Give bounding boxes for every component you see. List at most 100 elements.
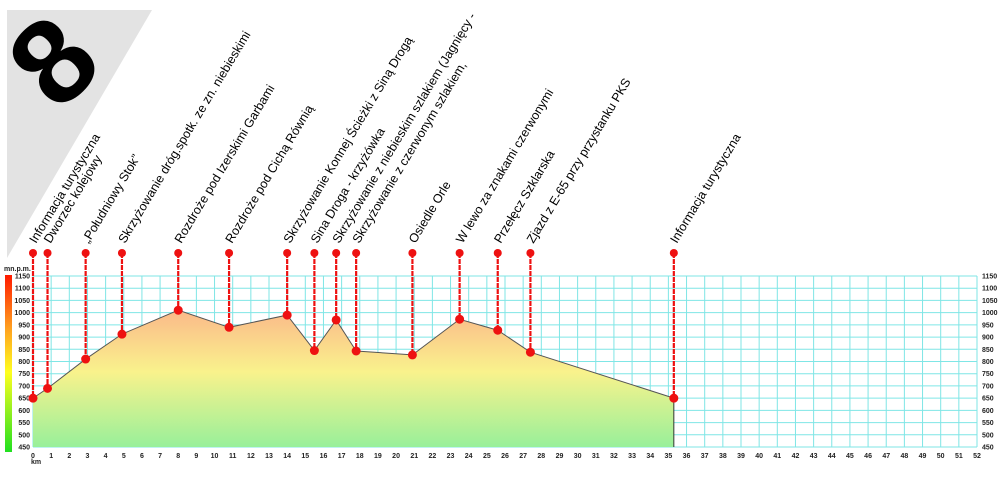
- waypoint-marker: [455, 314, 465, 324]
- x-tick-label: 18: [356, 453, 364, 460]
- y-tick-label-left: 1150: [15, 274, 30, 281]
- y-tick-label-left: 1100: [15, 286, 30, 293]
- route-number-background: [7, 10, 152, 258]
- y-tick-label-left: 1050: [14, 298, 30, 305]
- x-tick-label: 29: [556, 453, 564, 460]
- x-tick-label: 33: [628, 453, 636, 460]
- y-tick-label-left: 900: [18, 335, 30, 342]
- x-tick-label: 46: [864, 453, 872, 460]
- waypoint-marker: [28, 393, 38, 403]
- x-tick-label: 16: [320, 453, 328, 460]
- x-tick-label: 31: [592, 453, 600, 460]
- y-tick-label-right: 1100: [982, 286, 997, 293]
- x-tick-label: 42: [792, 453, 800, 460]
- y-tick-label-left: 950: [18, 322, 30, 329]
- waypoint-marker: [493, 325, 503, 335]
- x-tick-label: 41: [773, 453, 781, 460]
- waypoint-marker: [351, 346, 361, 356]
- x-tick-label: 6: [140, 453, 144, 460]
- x-tick-label: 9: [194, 453, 198, 460]
- elevation-area: [33, 310, 674, 447]
- waypoint-marker: [282, 310, 292, 320]
- x-tick-label: 5: [122, 453, 126, 460]
- waypoint-top-marker: [408, 249, 417, 257]
- x-tick-label: 26: [501, 453, 509, 460]
- waypoint-top-marker: [310, 249, 319, 257]
- x-tick-label: 19: [374, 453, 382, 460]
- x-tick-label: 12: [247, 453, 255, 460]
- y-tick-label-right: 1050: [982, 298, 998, 305]
- x-tick-label: 15: [301, 453, 309, 460]
- y-tick-label-left: 1000: [14, 310, 30, 317]
- x-tick-label: 17: [338, 453, 346, 460]
- y-tick-label-right: 1000: [982, 310, 998, 317]
- x-tick-label: 20: [392, 453, 400, 460]
- x-tick-label: 49: [919, 453, 927, 460]
- y-tick-label-left: 600: [18, 408, 30, 415]
- x-tick-label: 21: [410, 453, 418, 460]
- waypoint-marker: [525, 347, 535, 357]
- x-tick-label: 50: [937, 453, 945, 460]
- x-tick-label: 7: [158, 453, 162, 460]
- waypoint-top-marker: [81, 249, 90, 257]
- waypoint-top-marker: [455, 249, 464, 257]
- y-tick-label-left: 750: [18, 371, 30, 378]
- waypoint-marker: [407, 350, 417, 360]
- x-tick-label: 1: [49, 453, 53, 460]
- x-tick-label: 22: [428, 453, 436, 460]
- waypoint-label: Osiedle Orle: [406, 179, 454, 246]
- y-tick-label-left: 850: [18, 347, 30, 354]
- x-tick-label: 43: [810, 453, 818, 460]
- y-tick-label-left: 800: [18, 359, 30, 366]
- waypoint-top-marker: [332, 249, 341, 257]
- x-tick-label: 3: [86, 453, 90, 460]
- x-tick-label: 28: [537, 453, 545, 460]
- x-tick-label: 11: [229, 453, 237, 460]
- x-tick-label: 35: [664, 453, 672, 460]
- x-tick-label: 8: [176, 453, 180, 460]
- x-tick-label: 25: [483, 453, 491, 460]
- x-tick-label: 14: [283, 453, 291, 460]
- x-tick-label: 44: [828, 453, 836, 460]
- x-tick-label: 51: [955, 453, 963, 460]
- x-tick-label: 34: [646, 453, 654, 460]
- x-tick-label: 40: [755, 453, 763, 460]
- waypoint-top-marker: [283, 249, 292, 257]
- x-tick-label: 0: [31, 453, 35, 460]
- x-tick-label: 52: [973, 453, 981, 460]
- elevation-color-legend: [5, 275, 12, 452]
- waypoint-marker: [117, 329, 127, 339]
- x-tick-label: 36: [683, 453, 691, 460]
- y-tick-label-right: 450: [982, 445, 994, 452]
- y-tick-label-left: 500: [18, 432, 30, 439]
- waypoint-label: Informacja turystyczna: [667, 131, 743, 245]
- y-tick-label-left: 450: [18, 445, 30, 452]
- x-tick-label: 24: [465, 453, 473, 460]
- waypoint-marker: [331, 315, 341, 325]
- x-tick-label: 27: [519, 453, 527, 460]
- waypoint-marker: [224, 322, 234, 332]
- y-tick-label-right: 1150: [982, 274, 997, 281]
- waypoint-top-marker: [352, 249, 361, 257]
- y-tick-label-right: 500: [982, 432, 994, 439]
- waypoint-marker: [81, 354, 91, 364]
- waypoint-top-marker: [117, 249, 126, 257]
- x-tick-label: 38: [719, 453, 727, 460]
- y-tick-label-right: 800: [982, 359, 994, 366]
- y-tick-label-right: 550: [982, 420, 994, 427]
- y-tick-label-right: 950: [982, 322, 994, 329]
- x-tick-label: 48: [900, 453, 908, 460]
- x-tick-label: 4: [104, 453, 108, 460]
- y-tick-label-right: 750: [982, 371, 994, 378]
- waypoint-marker: [669, 393, 679, 403]
- waypoint-marker: [309, 346, 319, 356]
- waypoint-top-marker: [43, 249, 52, 257]
- x-tick-label: 2: [67, 453, 71, 460]
- y-tick-label-right: 600: [982, 408, 994, 415]
- waypoint-top-marker: [493, 249, 502, 257]
- x-tick-label: 39: [737, 453, 745, 460]
- y-axis-unit-label: mn.p.m.: [4, 266, 31, 273]
- waypoint-top-marker: [29, 249, 37, 257]
- y-tick-label-right: 650: [982, 396, 994, 403]
